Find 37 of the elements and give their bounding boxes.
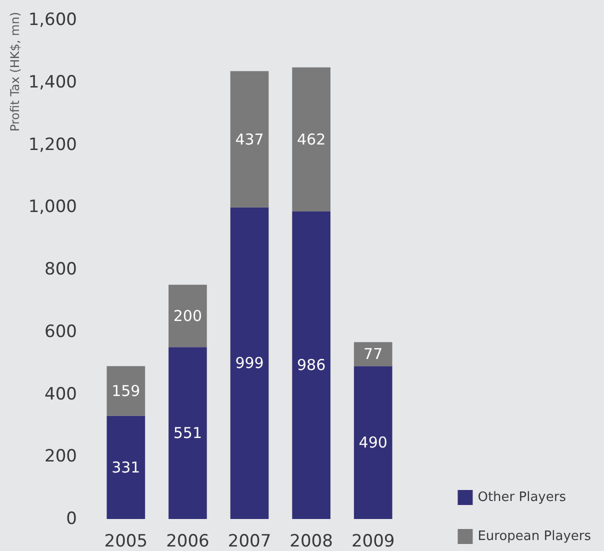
x-tick-label: 2006 bbox=[166, 532, 210, 551]
data-label: 200 bbox=[173, 306, 202, 325]
legend-label: European Players bbox=[478, 529, 592, 544]
bar bbox=[292, 67, 330, 212]
data-label: 490 bbox=[358, 434, 388, 452]
bar bbox=[168, 347, 207, 519]
legend-label: Other Players bbox=[478, 490, 566, 505]
y-tick-label: 400 bbox=[44, 384, 77, 404]
data-label: 999 bbox=[235, 354, 264, 372]
data-label: 437 bbox=[235, 130, 264, 148]
bar bbox=[230, 207, 269, 519]
bar bbox=[106, 416, 146, 519]
y-tick-label: 1,600 bbox=[28, 10, 77, 30]
y-tick-label: 600 bbox=[44, 322, 77, 342]
data-label: 331 bbox=[112, 458, 140, 476]
data-label: 77 bbox=[364, 345, 383, 364]
x-tick-label: 2007 bbox=[228, 532, 272, 551]
data-label: 551 bbox=[173, 424, 202, 442]
bar bbox=[354, 366, 392, 519]
x-tick-label: 2009 bbox=[351, 532, 395, 551]
data-label: 462 bbox=[296, 130, 326, 148]
bar bbox=[168, 284, 207, 348]
bar bbox=[230, 71, 269, 208]
data-label: 159 bbox=[112, 382, 140, 400]
data-label: 986 bbox=[296, 356, 326, 374]
bar bbox=[292, 211, 330, 519]
y-tick-label: 800 bbox=[44, 260, 77, 280]
bar bbox=[354, 342, 392, 366]
y-tick-label: 1,200 bbox=[28, 134, 77, 155]
y-tick-label: 200 bbox=[44, 446, 77, 467]
x-tick-label: 2005 bbox=[104, 532, 148, 551]
bar bbox=[106, 366, 146, 416]
y-axis-title: Profit Tax (HK$, mn) bbox=[8, 12, 22, 132]
x-tick-label: 2008 bbox=[290, 532, 333, 551]
y-tick-label: 1,400 bbox=[28, 72, 77, 92]
y-tick-label: 1,000 bbox=[28, 197, 77, 218]
y-tick-label: 0 bbox=[66, 509, 77, 529]
